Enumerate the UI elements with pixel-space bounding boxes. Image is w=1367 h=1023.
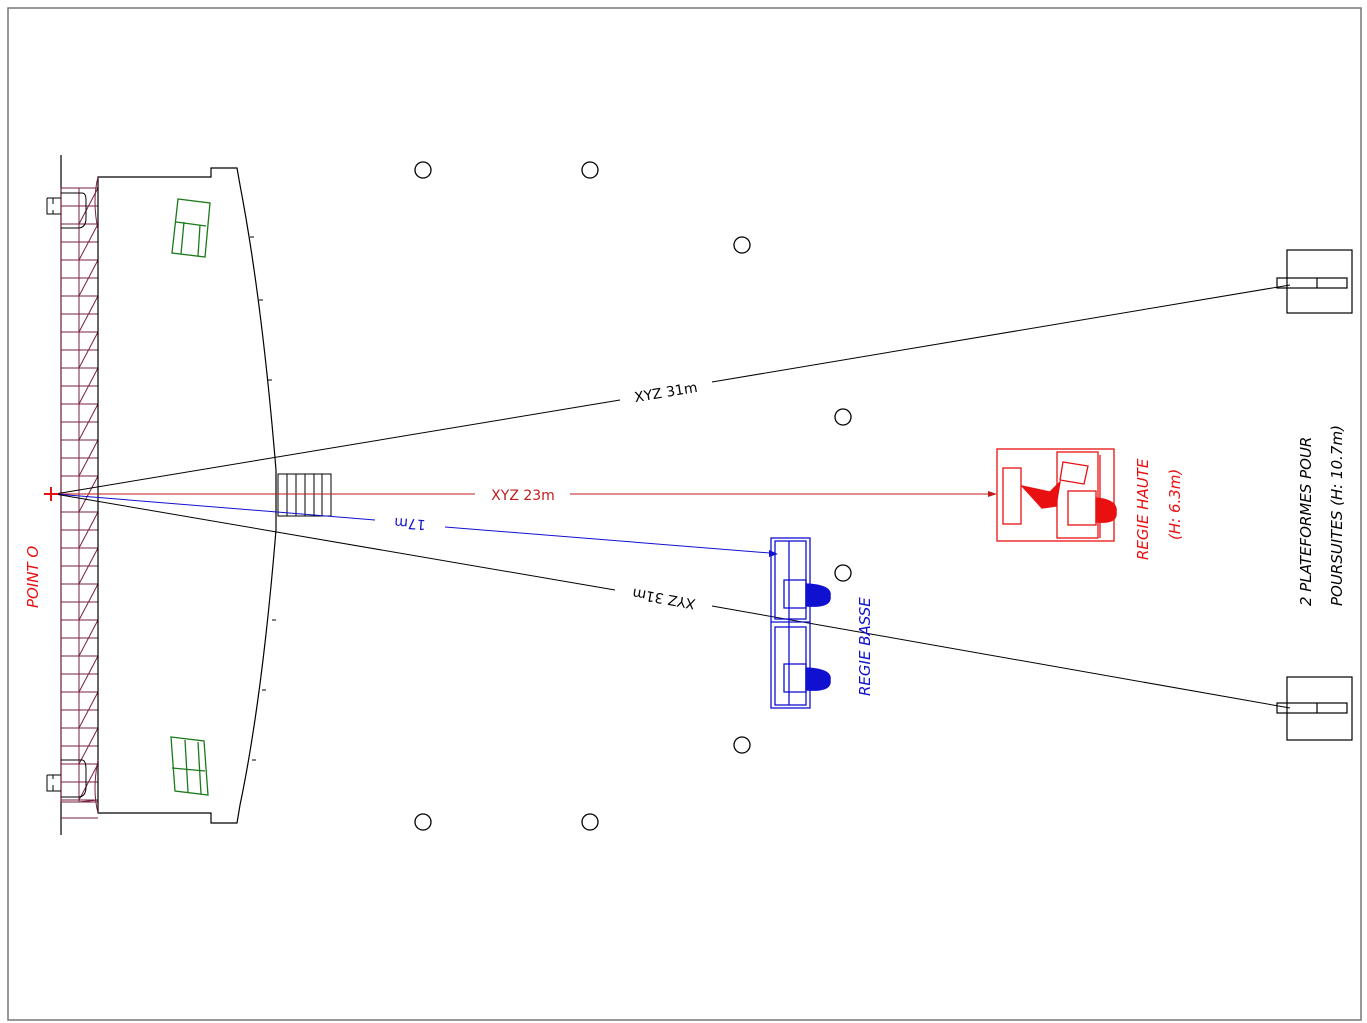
- stage-edge-ticks: [250, 236, 276, 761]
- xyz-31m-bottom-label: XYZ 31m: [631, 585, 696, 612]
- regie-basse-desk: [770, 537, 831, 709]
- drawing-frame: [7, 7, 1362, 1021]
- point-o-label: POINT O: [24, 546, 42, 608]
- stage-stairs: [277, 473, 332, 517]
- truss: [60, 187, 99, 819]
- plateformes-label-line1: 2 PLATEFORMES POUR: [1297, 437, 1315, 606]
- platform-bottom: [1276, 676, 1353, 741]
- stage-outline: [97, 167, 277, 824]
- regie-haute-desk: [996, 448, 1117, 542]
- regie-haute-label: REGIE HAUTE: [1134, 458, 1152, 560]
- monitor-top: [171, 198, 211, 258]
- wall-bracket-bottom: [46, 759, 87, 798]
- regie-basse-label: REGIE BASSE: [856, 597, 874, 696]
- plateformes-label-line2: POURSUITES (H: 10.7m): [1328, 425, 1346, 606]
- point-o-marker: [44, 487, 58, 501]
- xyz-23m-label: XYZ 23m: [491, 488, 555, 504]
- platform-top: [1276, 249, 1353, 314]
- monitor-bottom: [170, 736, 209, 796]
- dimension-lines: [54, 284, 1291, 709]
- xyz-31m-top-label: XYZ 31m: [633, 380, 698, 406]
- dist-17m-label: 17m: [394, 514, 427, 532]
- regie-haute-height-label: (H: 6.3m): [1166, 469, 1184, 540]
- wall-bracket-top: [46, 192, 87, 229]
- columns: [414, 161, 852, 831]
